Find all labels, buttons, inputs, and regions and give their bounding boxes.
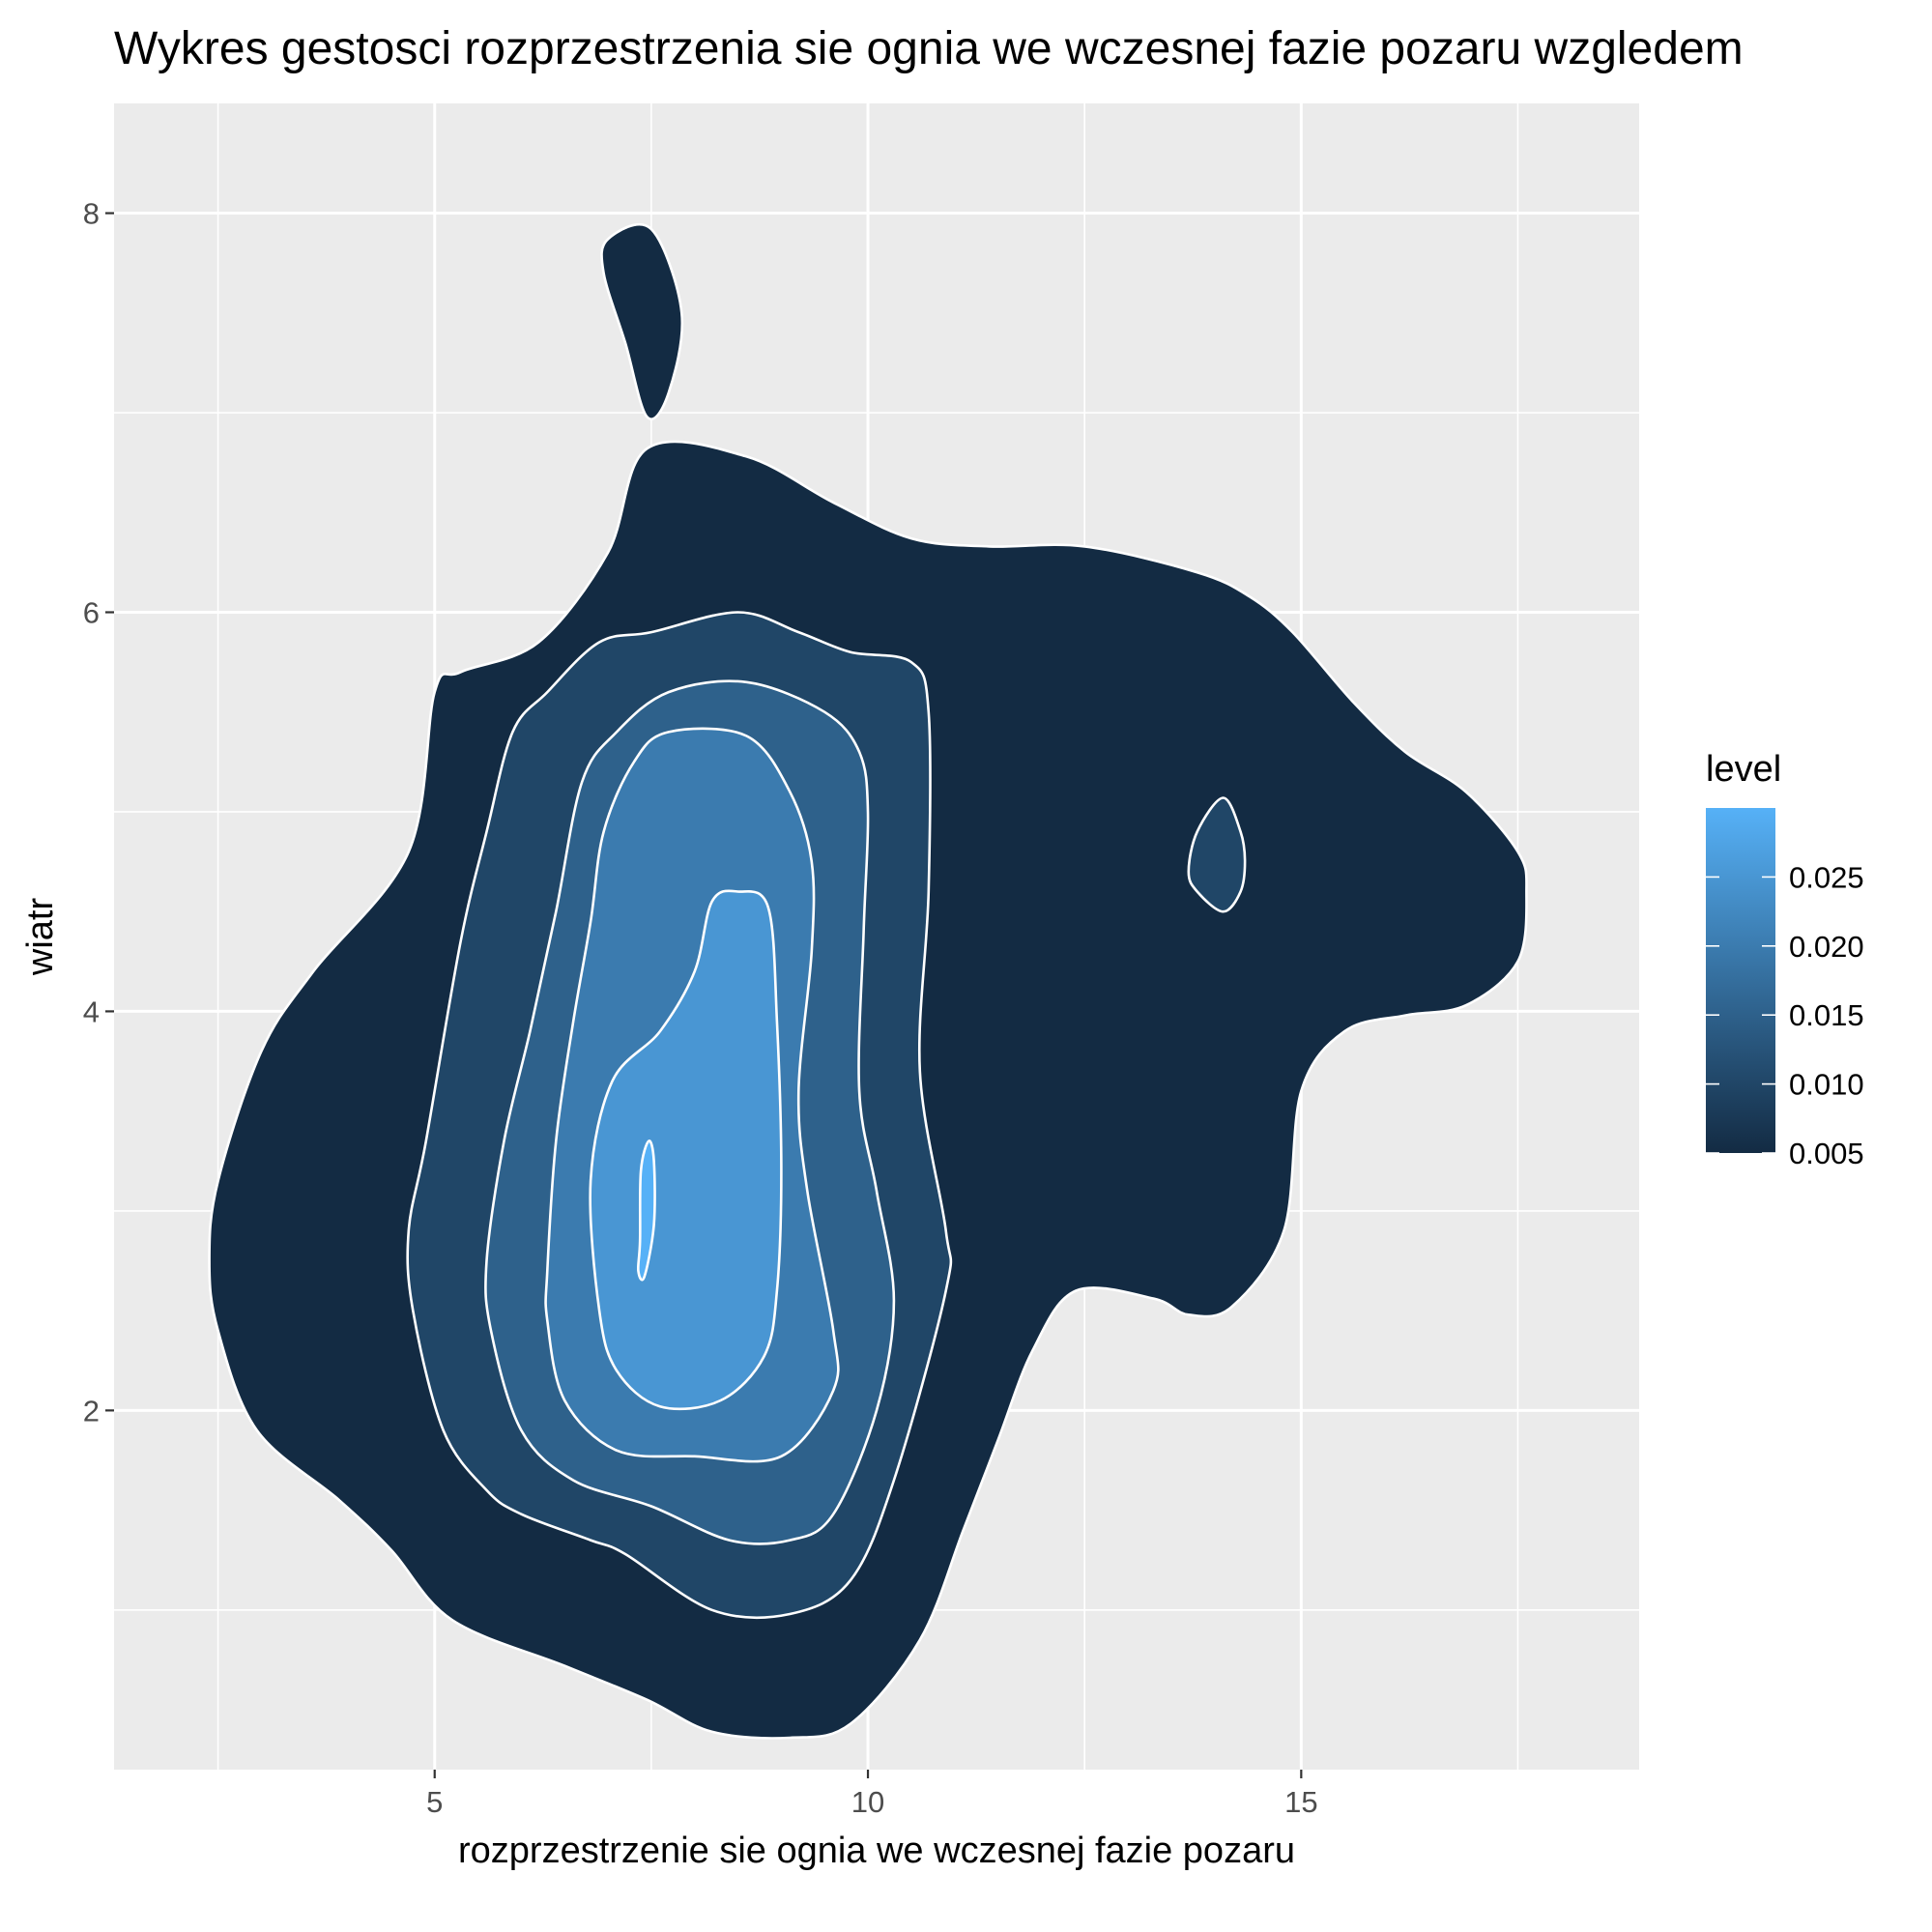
x-tick-label: 10 [851, 1785, 884, 1819]
x-tick-label: 5 [426, 1785, 443, 1819]
contour-band-1 [600, 222, 684, 420]
legend-ticks: 0.005 0.010 0.015 0.020 0.025 [1706, 860, 1864, 1170]
chart-title: Wykres gestosci rozprzestrzenia sie ogni… [114, 23, 1744, 74]
legend-tick-label: 0.005 [1789, 1137, 1864, 1170]
legend-colorbar [1706, 808, 1775, 1153]
y-tick-label: 8 [83, 197, 100, 231]
contour-band-3 [1187, 796, 1247, 913]
contour-band-6 [589, 889, 783, 1411]
legend: level 0.005 0.010 0.015 0.020 0.025 [1706, 749, 1864, 1170]
x-axis-title: rozprzestrzenie sie ognia we wczesnej fa… [458, 1831, 1295, 1871]
y-tick-label: 6 [83, 595, 100, 629]
contour-band-7 [636, 1139, 656, 1282]
y-axis-title: wiatr [20, 898, 61, 977]
y-tick-label: 2 [83, 1394, 100, 1427]
density-contours [208, 222, 1528, 1740]
x-axis: 5 10 15 [426, 1770, 1318, 1819]
legend-tick-label: 0.020 [1789, 930, 1864, 964]
legend-tick-label: 0.010 [1789, 1068, 1864, 1102]
legend-title: level [1706, 749, 1781, 790]
y-axis: 2 4 6 8 [83, 197, 114, 1427]
y-tick-label: 4 [83, 995, 100, 1028]
x-tick-label: 15 [1284, 1785, 1317, 1819]
legend-tick-label: 0.025 [1789, 860, 1864, 894]
legend-tick-label: 0.015 [1789, 998, 1864, 1032]
